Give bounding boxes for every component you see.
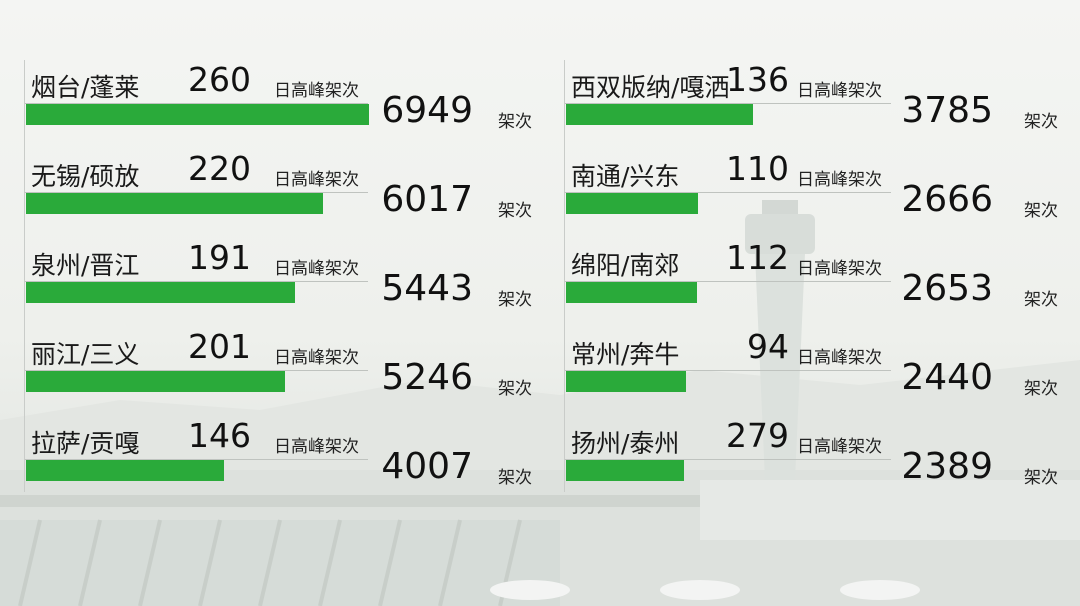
ranking-row: 南通/兴东 110 日高峰架次 2666 架次: [565, 149, 1065, 238]
flight-volume-bar: [26, 460, 224, 481]
total-flights-unit-label: 架次: [1024, 468, 1058, 488]
ranking-row: 拉萨/贡嘎 146 日高峰架次 4007 架次: [25, 416, 545, 505]
total-flights-unit-label: 架次: [1024, 112, 1058, 132]
daily-peak-unit-label: 日高峰架次: [274, 170, 359, 190]
daily-peak-value: 110: [726, 149, 789, 188]
total-flights-unit-label: 架次: [498, 379, 532, 399]
left-ranking-panel: 烟台/蓬莱 260 日高峰架次 6949 架次 无锡/硕放 220 日高峰架次 6017 架次 泉州…: [24, 60, 545, 492]
daily-peak-value: 220: [188, 149, 251, 188]
total-flights-value: 6949: [381, 90, 473, 131]
flight-volume-bar: [566, 371, 686, 392]
ranking-row: 泉州/晋江 191 日高峰架次 5443 架次: [25, 238, 545, 327]
daily-peak-value: 191: [188, 238, 251, 277]
total-flights-unit-label: 架次: [1024, 379, 1058, 399]
total-flights-value: 4007: [381, 446, 473, 487]
right-ranking-panel: 西双版纳/嘎洒 136 日高峰架次 3785 架次 南通/兴东 110 日高峰架次 2666 架次…: [564, 60, 1065, 492]
row-divider: [25, 192, 368, 193]
daily-peak-unit-label: 日高峰架次: [797, 348, 882, 368]
daily-peak-value: 112: [726, 238, 789, 277]
row-divider: [25, 103, 368, 104]
daily-peak-unit-label: 日高峰架次: [274, 348, 359, 368]
row-divider: [565, 281, 891, 282]
flight-volume-bar: [26, 104, 369, 125]
total-flights-value: 3785: [901, 90, 993, 131]
airport-name: 烟台/蓬莱: [31, 73, 140, 102]
daily-peak-unit-label: 日高峰架次: [797, 259, 882, 279]
daily-peak-value: 260: [188, 60, 251, 99]
total-flights-value: 5443: [381, 268, 473, 309]
ranking-row: 常州/奔牛 94 日高峰架次 2440 架次: [565, 327, 1065, 416]
row-divider: [25, 281, 368, 282]
total-flights-unit-label: 架次: [498, 290, 532, 310]
flight-volume-bar: [26, 371, 285, 392]
total-flights-unit-label: 架次: [1024, 201, 1058, 221]
airport-name: 常州/奔牛: [571, 340, 680, 369]
total-flights-value: 2653: [901, 268, 993, 309]
total-flights-unit-label: 架次: [498, 201, 532, 221]
flight-volume-bar: [566, 193, 698, 214]
ranking-row: 丽江/三义 201 日高峰架次 5246 架次: [25, 327, 545, 416]
ranking-row: 扬州/泰州 279 日高峰架次 2389 架次: [565, 416, 1065, 505]
ranking-row: 西双版纳/嘎洒 136 日高峰架次 3785 架次: [565, 60, 1065, 149]
daily-peak-unit-label: 日高峰架次: [797, 437, 882, 457]
daily-peak-unit-label: 日高峰架次: [797, 81, 882, 101]
daily-peak-value: 279: [726, 416, 789, 455]
airport-name: 泉州/晋江: [31, 251, 140, 280]
flight-volume-bar: [566, 460, 684, 481]
total-flights-value: 2440: [901, 357, 993, 398]
airport-name: 丽江/三义: [31, 340, 140, 369]
row-divider: [565, 103, 891, 104]
daily-peak-unit-label: 日高峰架次: [274, 259, 359, 279]
daily-peak-value: 94: [747, 327, 789, 366]
daily-peak-unit-label: 日高峰架次: [274, 81, 359, 101]
total-flights-value: 2666: [901, 179, 993, 220]
airport-name: 无锡/硕放: [31, 162, 140, 191]
daily-peak-unit-label: 日高峰架次: [274, 437, 359, 457]
daily-peak-value: 146: [188, 416, 251, 455]
airport-name: 绵阳/南郊: [571, 251, 680, 280]
total-flights-unit-label: 架次: [498, 112, 532, 132]
airport-name: 拉萨/贡嘎: [31, 429, 140, 458]
flight-volume-bar: [26, 282, 295, 303]
total-flights-value: 5246: [381, 357, 473, 398]
ranking-row: 绵阳/南郊 112 日高峰架次 2653 架次: [565, 238, 1065, 327]
total-flights-unit-label: 架次: [1024, 290, 1058, 310]
daily-peak-value: 136: [726, 60, 789, 99]
flight-volume-bar: [566, 282, 697, 303]
daily-peak-unit-label: 日高峰架次: [797, 170, 882, 190]
airport-name: 西双版纳/嘎洒: [571, 73, 730, 102]
ranking-row: 无锡/硕放 220 日高峰架次 6017 架次: [25, 149, 545, 238]
daily-peak-value: 201: [188, 327, 251, 366]
flight-volume-bar: [26, 193, 323, 214]
total-flights-unit-label: 架次: [498, 468, 532, 488]
total-flights-value: 2389: [901, 446, 993, 487]
flight-volume-bar: [566, 104, 753, 125]
airport-name: 扬州/泰州: [571, 429, 680, 458]
row-divider: [565, 192, 891, 193]
ranking-row: 烟台/蓬莱 260 日高峰架次 6949 架次: [25, 60, 545, 149]
total-flights-value: 6017: [381, 179, 473, 220]
airport-name: 南通/兴东: [571, 162, 680, 191]
